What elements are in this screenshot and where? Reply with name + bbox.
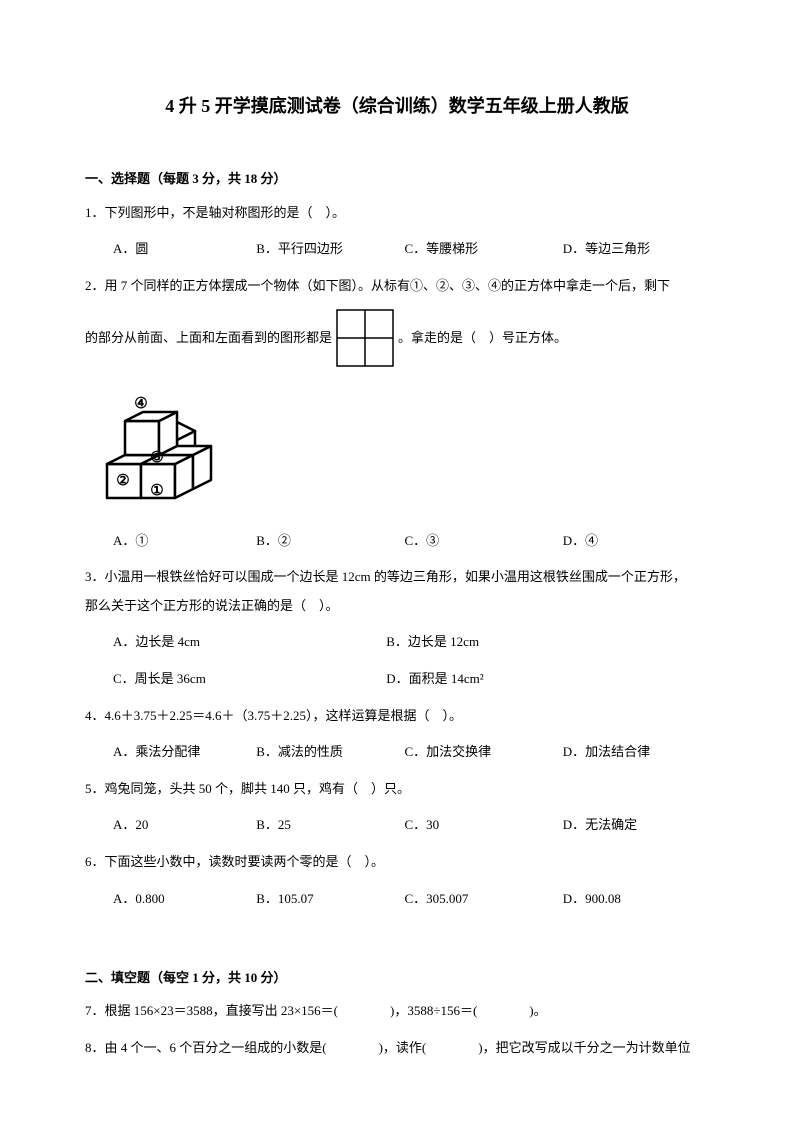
q2-option-a: A．① xyxy=(113,527,253,556)
q6-option-d: D．900.08 xyxy=(563,885,703,914)
q2-line2: 的部分从前面、上面和左面看到的图形都是 。拿走的是（ ）号正方体。 xyxy=(85,309,709,367)
q1-option-b: B．平行四边形 xyxy=(256,235,401,264)
q3-line1: 3．小温用一根铁丝恰好可以围成一个边长是 12cm 的等边三角形，如果小温用这根… xyxy=(85,563,709,592)
q3-options-row2: C．周长是 36cm D．面积是 14cm² xyxy=(85,665,709,694)
q6-option-b: B．105.07 xyxy=(256,885,401,914)
q4-option-c: C．加法交换律 xyxy=(405,738,560,767)
svg-text:③: ③ xyxy=(150,450,163,466)
q1-option-a: A．圆 xyxy=(113,235,253,264)
q4-text: 4．4.6＋3.75＋2.25＝4.6＋（3.75＋2.25），这样运算是根据（… xyxy=(85,702,709,731)
q5-option-d: D．无法确定 xyxy=(563,811,703,840)
section2-header: 二、填空题（每空 1 分，共 10 分） xyxy=(85,966,709,989)
grid-2x2-icon xyxy=(336,309,394,367)
q2-line2b: 。拿走的是（ ）号正方体。 xyxy=(398,326,567,349)
q6-text: 6．下面这些小数中，读数时要读两个零的是（ ）。 xyxy=(85,848,709,877)
q2-option-c: C．③ xyxy=(405,527,560,556)
q5-options: A．20 B．25 C．30 D．无法确定 xyxy=(85,811,709,840)
q3-option-c: C．周长是 36cm xyxy=(113,665,383,694)
section1-header: 一、选择题（每题 3 分，共 18 分） xyxy=(85,167,709,190)
q6-option-c: C．305.007 xyxy=(405,885,560,914)
q1-options: A．圆 B．平行四边形 C．等腰梯形 D．等边三角形 xyxy=(85,235,709,264)
q4-options: A．乘法分配律 B．减法的性质 C．加法交换律 D．加法结合律 xyxy=(85,738,709,767)
q5-option-a: A．20 xyxy=(113,811,253,840)
q2-option-d: D．④ xyxy=(563,527,703,556)
q5-text: 5．鸡兔同笼，头共 50 个，脚共 140 只，鸡有（ ）只。 xyxy=(85,775,709,804)
q3-option-a: A．边长是 4cm xyxy=(113,628,383,657)
q5-option-b: B．25 xyxy=(256,811,401,840)
q3-option-d: D．面积是 14cm² xyxy=(386,665,483,694)
svg-text:④: ④ xyxy=(134,396,147,412)
q2-options: A．① B．② C．③ D．④ xyxy=(85,527,709,556)
svg-text:②: ② xyxy=(116,473,129,489)
q2-option-b: B．② xyxy=(256,527,401,556)
q4-option-b: B．减法的性质 xyxy=(256,738,401,767)
q5-option-c: C．30 xyxy=(405,811,560,840)
cube-figure: ④ ② ③ ① xyxy=(95,382,709,512)
q4-option-a: A．乘法分配律 xyxy=(113,738,253,767)
q3-line2: 那么关于这个正方形的说法正确的是（ ）。 xyxy=(85,592,709,621)
q1-option-c: C．等腰梯形 xyxy=(405,235,560,264)
svg-text:①: ① xyxy=(150,483,163,499)
q3-option-b: B．边长是 12cm xyxy=(386,628,479,657)
q6-option-a: A．0.800 xyxy=(113,885,253,914)
q7-text: 7．根据 156×23＝3588，直接写出 23×156＝( )，3588÷15… xyxy=(85,997,709,1026)
q6-options: A．0.800 B．105.07 C．305.007 D．900.08 xyxy=(85,885,709,914)
q4-option-d: D．加法结合律 xyxy=(563,738,703,767)
q3-options-row1: A．边长是 4cm B．边长是 12cm xyxy=(85,628,709,657)
q8-text: 8．由 4 个一、6 个百分之一组成的小数是( )，读作( )，把它改写成以千分… xyxy=(85,1034,709,1063)
q1-text: 1．下列图形中，不是轴对称图形的是（ ）。 xyxy=(85,199,709,228)
q2-line1: 2．用 7 个同样的正方体摆成一个物体（如下图）。从标有①、②、③、④的正方体中… xyxy=(85,272,709,301)
page-title: 4 升 5 开学摸底测试卷（综合训练）数学五年级上册人教版 xyxy=(85,90,709,122)
q2-line2a: 的部分从前面、上面和左面看到的图形都是 xyxy=(85,326,332,349)
q1-option-d: D．等边三角形 xyxy=(563,235,703,264)
